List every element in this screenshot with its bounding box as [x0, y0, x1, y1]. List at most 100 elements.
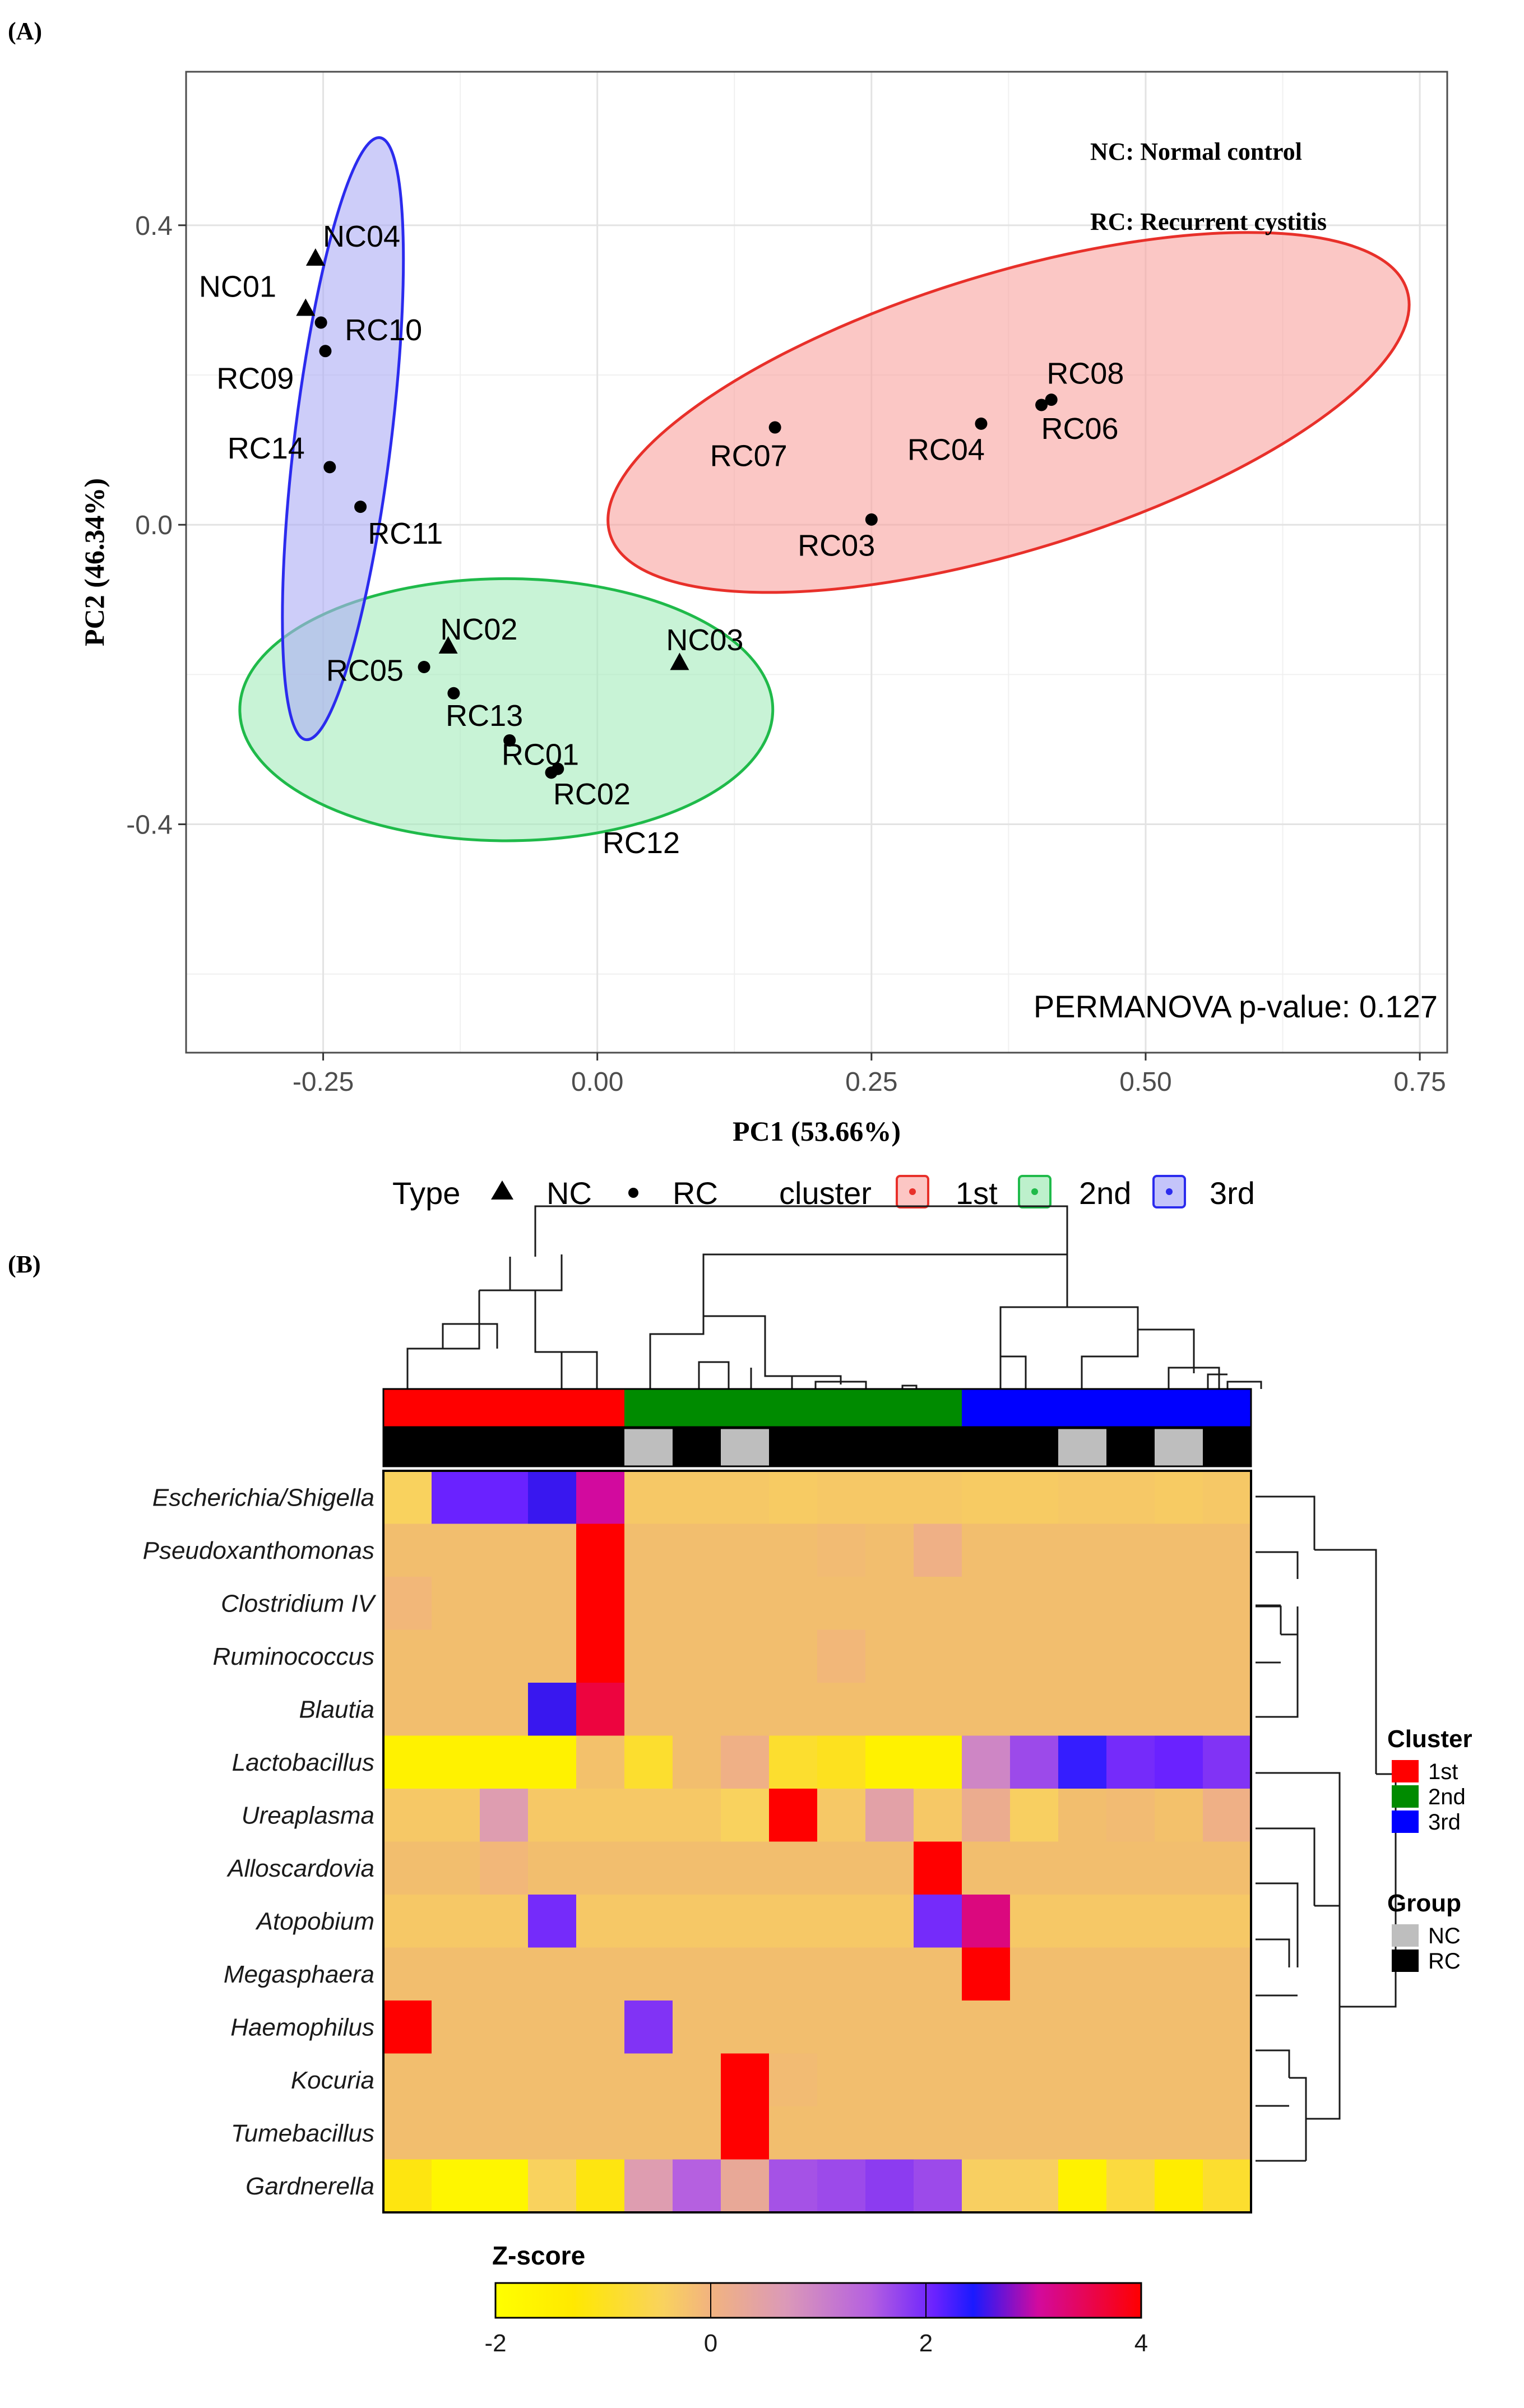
heatmap-cell: [865, 1895, 914, 1948]
heatmap-cell: [576, 1683, 625, 1736]
heatmap-cell: [817, 1735, 866, 1789]
colorbar-gradient: [494, 2282, 1142, 2319]
row-label: Lactobacillus: [232, 1749, 374, 1776]
heatmap-cell: [480, 1523, 529, 1577]
heatmap-cell: [480, 1895, 529, 1948]
heatmap-cell: [1155, 1947, 1203, 2001]
point-label-nc01: NC01: [199, 270, 276, 303]
group-legend-nc: NC: [1428, 1924, 1461, 1948]
heatmap-cell: [480, 1629, 529, 1683]
colorbar-tick-label: -2: [484, 2330, 506, 2357]
heatmap-cell: [1155, 1523, 1203, 1577]
heatmap-cell: [962, 2106, 1011, 2160]
heatmap-cell: [1155, 1577, 1203, 1630]
heatmap-cell: [624, 2106, 673, 2160]
cluster-annotation-cell: [769, 1389, 818, 1427]
heatmap-cell: [1010, 1895, 1059, 1948]
point-label-rc04: RC04: [907, 433, 985, 467]
heatmap-cell: [528, 1947, 577, 2001]
group-annotation-cell: [480, 1428, 529, 1466]
heatmap-cell: [432, 2001, 480, 2054]
heatmap-cell: [1010, 2053, 1059, 2107]
point-label-rc03: RC03: [798, 529, 875, 563]
group-legend-key-nc: [1392, 1924, 1419, 1947]
heatmap-cell: [721, 1789, 770, 1842]
heatmap-cell: [576, 1895, 625, 1948]
heatmap-cell: [480, 2001, 529, 2054]
group-annotation-cell: [576, 1428, 625, 1466]
heatmap-cell: [1203, 1523, 1252, 1577]
heatmap-cell: [528, 1577, 577, 1630]
point-rc03: [865, 513, 878, 526]
row-label: Ureaplasma: [242, 1802, 374, 1829]
colorbar-tick-label: 2: [919, 2330, 933, 2357]
heatmap-cell: [769, 1471, 818, 1524]
point-label-nc03: NC03: [666, 623, 743, 657]
permanova-text: PERMANOVA p-value: 0.127: [1034, 989, 1438, 1024]
group-annotation-cell: [1010, 1428, 1059, 1466]
cluster-annotation-cell: [383, 1389, 432, 1427]
heatmap-cell: [962, 1523, 1011, 1577]
heatmap-cell: [624, 2053, 673, 2107]
heatmap-cell: [817, 2159, 866, 2213]
heatmap-cell: [1058, 1683, 1107, 1736]
heatmap-cell: [624, 1523, 673, 1577]
point-label-rc10: RC10: [345, 313, 422, 347]
heatmap-cell: [1203, 1471, 1252, 1524]
cluster-ellipse-1st: [606, 231, 1411, 594]
point-label-rc13: RC13: [446, 699, 523, 733]
heatmap-cell: [769, 2159, 818, 2213]
heatmap-cell: [1106, 1471, 1155, 1524]
heatmap-cell: [480, 1841, 529, 1895]
heatmap-cell: [1010, 1471, 1059, 1524]
pca-y-ticks: -0.4 0.0 0.4: [126, 211, 186, 840]
heatmap-cell: [528, 2106, 577, 2160]
heatmap-cell: [383, 1947, 432, 2001]
heatmap-cell: [528, 1841, 577, 1895]
group-annotation-cell: [1058, 1428, 1107, 1466]
heatmap-cell: [383, 1735, 432, 1789]
cluster-legend-title: Cluster: [1387, 1725, 1472, 1753]
heatmap-cell: [865, 1523, 914, 1577]
y-tick-label: 0.0: [135, 511, 173, 540]
heatmap-cell: [769, 1789, 818, 1842]
heatmap-cell: [383, 2159, 432, 2213]
heatmap-cell: [1155, 1841, 1203, 1895]
cluster-legend-2nd: 2nd: [1428, 1785, 1466, 1809]
row-label: Tumebacillus: [231, 2119, 374, 2147]
heatmap-cell: [432, 2159, 480, 2213]
cluster-annotation-cell: [528, 1389, 577, 1427]
group-annotation-cell: [528, 1428, 577, 1466]
heatmap-cell: [962, 1577, 1011, 1630]
legend-triangle-marker: [491, 1180, 513, 1200]
heatmap-cell: [1106, 1629, 1155, 1683]
cluster-annotation-cell: [914, 1389, 962, 1427]
group-legend-key-rc: [1392, 1949, 1419, 1972]
legend-3rd-label: 3rd: [1210, 1175, 1255, 1211]
heatmap-cell: [673, 2106, 721, 2160]
cluster-legend-key-3rd: [1392, 1810, 1419, 1833]
heatmap-cell: [962, 1683, 1011, 1736]
heatmap-cell: [1106, 1683, 1155, 1736]
heatmap-cell: [962, 1735, 1011, 1789]
heatmap-cell: [962, 2001, 1011, 2054]
heatmap-cell: [432, 1629, 480, 1683]
heatmap-cell: [865, 1471, 914, 1524]
heatmap-cell: [1106, 1789, 1155, 1842]
heatmap-cell: [624, 1471, 673, 1524]
heatmap-cell: [383, 2106, 432, 2160]
heatmap-cell: [962, 1471, 1011, 1524]
heatmap-cell: [914, 1683, 962, 1736]
heatmap-cell: [817, 1471, 866, 1524]
heatmap-cell: [1106, 1735, 1155, 1789]
heatmap-cell: [624, 1841, 673, 1895]
heatmap-cell: [1058, 1789, 1107, 1842]
heatmap-cell: [1203, 1629, 1252, 1683]
heatmap-legends: Cluster 1st 2nd 3rd Group NC RC: [1387, 1725, 1472, 1974]
heatmap-cell: [914, 1895, 962, 1948]
heatmap-cell: [721, 1577, 770, 1630]
heatmap-cell: [383, 1895, 432, 1948]
point-nc01: [296, 298, 316, 316]
heatmap-cell: [1106, 1895, 1155, 1948]
cluster-annotation-cell: [962, 1389, 1011, 1427]
